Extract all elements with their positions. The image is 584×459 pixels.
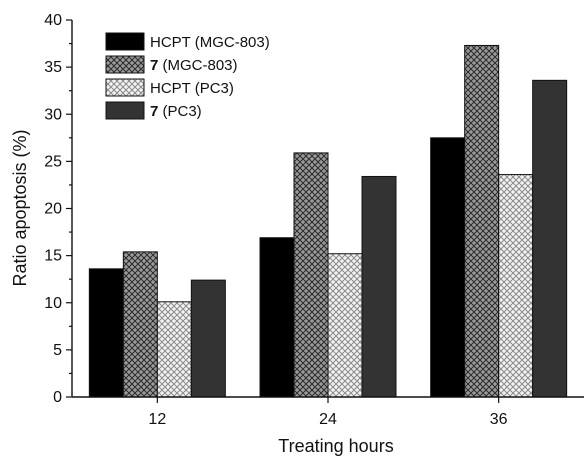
bar-24-series-3 — [328, 254, 362, 397]
legend-swatch — [106, 33, 144, 50]
x-axis-title: Treating hours — [278, 436, 393, 456]
x-tick-label: 24 — [319, 411, 337, 428]
y-tick-label: 5 — [53, 342, 62, 359]
legend-label: HCPT (PC3) — [150, 80, 234, 97]
bar-12-series-2 — [123, 252, 157, 397]
y-tick-label: 15 — [44, 248, 62, 265]
y-axis-title: Ratio apoptosis (%) — [10, 129, 30, 286]
y-tick-label: 30 — [44, 106, 62, 123]
bar-36-series-3 — [499, 175, 533, 397]
y-tick-label: 35 — [44, 59, 62, 76]
bar-36-series-4 — [533, 80, 567, 397]
legend-swatch — [106, 79, 144, 96]
y-tick-label: 0 — [53, 389, 62, 406]
bar-36-series-1 — [431, 138, 465, 397]
y-tick-label: 20 — [44, 201, 62, 218]
bar-24-series-2 — [294, 153, 328, 397]
legend-label: 7 (PC3) — [150, 103, 202, 120]
y-tick-label: 10 — [44, 295, 62, 312]
legend-label: 7 (MGC-803) — [150, 57, 238, 74]
legend-label: HCPT (MGC-803) — [150, 34, 270, 51]
bar-24-series-1 — [260, 238, 294, 397]
bar-24-series-4 — [362, 176, 396, 397]
bar-12-series-4 — [191, 280, 225, 397]
y-tick-label: 40 — [44, 12, 62, 29]
bar-36-series-2 — [465, 45, 499, 397]
bar-12-series-1 — [89, 269, 123, 397]
legend-swatch — [106, 102, 144, 119]
y-tick-label: 25 — [44, 153, 62, 170]
x-tick-label: 36 — [490, 411, 508, 428]
x-tick-label: 12 — [148, 411, 166, 428]
bars-group — [89, 45, 566, 397]
bar-12-series-3 — [157, 302, 191, 397]
legend: HCPT (MGC-803) 7 (MGC-803) HCPT (PC3) 7 (PC… — [106, 33, 270, 120]
legend-swatch — [106, 56, 144, 73]
